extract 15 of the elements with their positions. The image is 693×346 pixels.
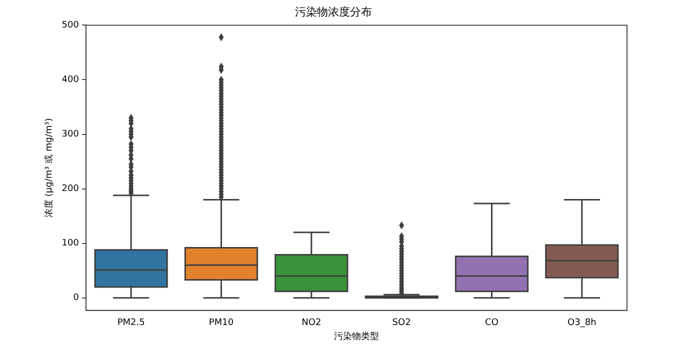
x-tick-label: NO2 [302,318,322,328]
y-tick-label: 0 [73,293,80,304]
y-tick-label: 400 [62,75,80,86]
x-tick-label: PM2.5 [117,318,145,328]
x-tick-label: PM10 [208,318,234,328]
x-axis-title: 污染物类型 [334,330,379,342]
x-tick-label: O3_8h [568,318,596,328]
y-tick-label: 500 [62,20,80,31]
y-tick-label: 300 [62,130,80,140]
x-tick-label: CO [485,318,498,328]
y-axis-title: 浓度 (μg/m³ 或 mg/m³) [44,118,55,218]
y-tick-label: 100 [62,238,80,249]
chart-title: 污染物浓度分布 [295,5,372,18]
y-tick-label: 200 [62,184,80,194]
x-tick-label: SO2 [392,318,411,328]
